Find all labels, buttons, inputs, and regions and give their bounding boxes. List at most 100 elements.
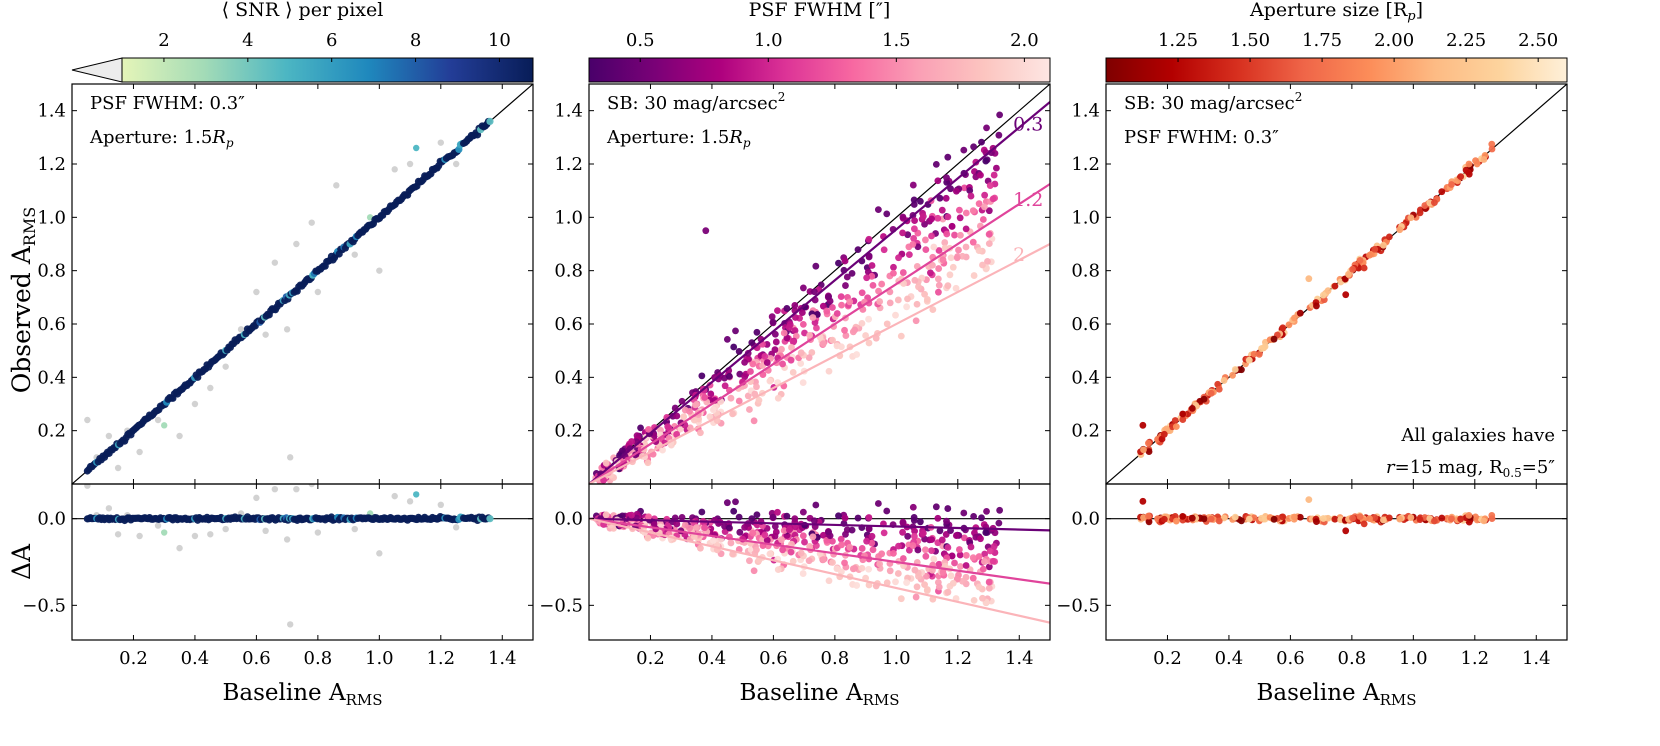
residual-point: [878, 550, 886, 558]
residual-point: [985, 563, 993, 571]
residual-point: [986, 547, 994, 555]
residual-point-outlier: [308, 484, 315, 488]
data-point: [948, 222, 956, 230]
residual-point: [985, 584, 993, 592]
data-point: [1385, 233, 1393, 241]
residual-point: [701, 524, 709, 532]
data-point: [486, 117, 494, 125]
data-point: [883, 320, 891, 328]
annotation-line-2: Aperture: 1.5Rp: [606, 127, 751, 150]
data-point: [899, 229, 906, 237]
colorbar-tick-label: 0.5: [626, 30, 655, 51]
data-point: [975, 200, 983, 208]
data-point: [799, 320, 807, 328]
data-point: [953, 254, 961, 262]
data-point: [753, 328, 761, 336]
data-point: [944, 153, 952, 161]
data-point: [473, 131, 482, 139]
residual-point: [962, 562, 970, 569]
data-point: [680, 413, 688, 421]
data-point: [910, 225, 918, 233]
data-point: [936, 194, 944, 202]
data-point: [780, 329, 788, 337]
residual-point: [922, 546, 929, 554]
annotation-line-2: PSF FWHM: 0.3″: [1124, 127, 1279, 148]
data-point: [942, 194, 950, 202]
residual-point: [914, 546, 922, 554]
data-point: [939, 256, 947, 264]
residual-point: [1366, 515, 1373, 522]
data-point-outlier: [84, 416, 91, 424]
data-point: [1238, 366, 1245, 374]
residual-point: [934, 514, 942, 522]
data-point: [1255, 351, 1263, 358]
data-point: [1229, 371, 1236, 379]
data-point: [934, 214, 942, 222]
residual-point-outlier: [207, 531, 214, 538]
axis-ticks: 0.2 0.4 0.6 0.8 1.0 1.2 1.4 0.2 0.4 0.6 0.8 1.0 1.2 1…: [22, 84, 533, 669]
data-point: [929, 261, 936, 269]
data-point: [1396, 226, 1404, 234]
colorbar: 0.5 1.0 1.5 2.0 PSF FWHM [″]: [588, 0, 1051, 83]
y-tick-label: 1.0: [554, 207, 583, 228]
fit-line-label: 2: [1013, 244, 1025, 266]
data-point: [727, 394, 735, 402]
data-point: [868, 272, 876, 280]
data-point: [966, 187, 974, 194]
data-point: [935, 247, 943, 254]
data-point: [809, 314, 817, 321]
residual-point: [943, 517, 950, 525]
residual-point: [799, 508, 807, 516]
residual-point: [938, 536, 946, 544]
residual-point: [975, 583, 983, 591]
residual-tick-label: 0.0: [1071, 509, 1100, 530]
data-point: [1421, 202, 1429, 209]
data-point: [912, 317, 920, 325]
data-point: [829, 336, 836, 344]
data-point: [895, 254, 902, 262]
residual-point: [1145, 512, 1152, 520]
data-point: [1285, 321, 1293, 329]
residual-point: [1385, 514, 1393, 522]
residual-point: [921, 581, 928, 589]
data-point: [985, 230, 993, 238]
residual-point-outlier: [351, 525, 358, 533]
residual-point: [1270, 515, 1278, 523]
data-point: [983, 124, 990, 132]
data-point: [600, 476, 608, 484]
data-point: [673, 431, 681, 438]
residual-point: [955, 546, 963, 553]
residual-point: [805, 557, 813, 565]
residual-point-outlier: [191, 532, 199, 540]
residual-point-outlier: [262, 527, 269, 534]
residual-point: [904, 532, 912, 540]
data-point: [678, 397, 686, 405]
residual-point: [1380, 516, 1387, 524]
residual-point: [799, 532, 807, 540]
data-point: [753, 383, 760, 391]
residual-point-outlier: [283, 536, 291, 543]
data-point: [1179, 416, 1187, 423]
residual-point: [1431, 517, 1438, 525]
scatter-main-plot: [1106, 84, 1567, 484]
data-point: [938, 206, 946, 214]
data-point: [914, 243, 922, 251]
residual-point: [785, 526, 793, 534]
data-point: [922, 236, 929, 244]
y-tick-label: 0.8: [1071, 261, 1100, 282]
data-point: [823, 307, 831, 315]
residual-point: [928, 547, 935, 555]
data-point: [969, 238, 977, 246]
residual-point: [799, 570, 807, 577]
data-point: [783, 334, 791, 342]
data-point: [919, 212, 927, 220]
data-point: [686, 407, 693, 415]
residual-point: [1145, 518, 1153, 526]
colorbar-tick-label: 6: [326, 30, 337, 51]
data-point: [1331, 282, 1339, 290]
data-point: [913, 300, 921, 308]
residual-point: [892, 578, 899, 586]
data-point-outlier: [1305, 275, 1313, 283]
residual-point: [806, 543, 814, 550]
residual-point: [841, 514, 849, 522]
